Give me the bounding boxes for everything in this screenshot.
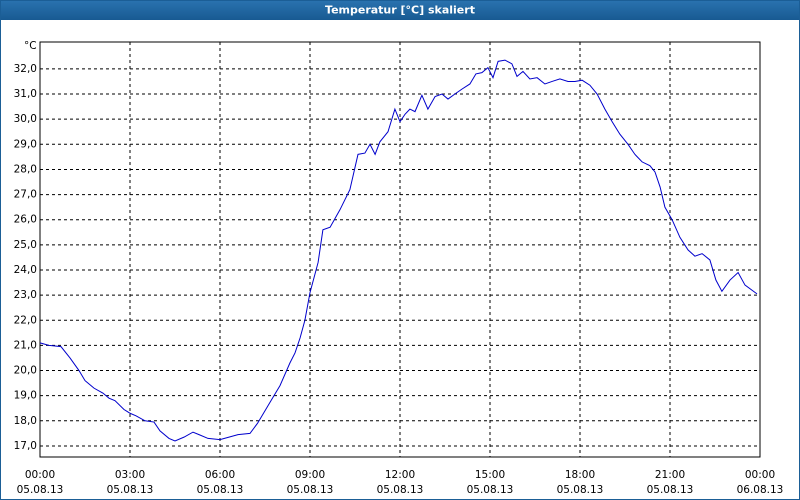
y-tick-label: 32,0 [14, 63, 37, 75]
x-tick-label: 05.08.13 [107, 484, 154, 496]
x-tick-label: 06:00 [205, 469, 235, 481]
x-tick-label: 00:00 [745, 469, 775, 481]
x-tick-label: 05.08.13 [467, 484, 514, 496]
data-line [39, 59, 758, 442]
y-tick-label: 25,0 [14, 239, 37, 251]
x-tick-label: 18:00 [565, 469, 595, 481]
y-tick-label: 19,0 [14, 390, 37, 402]
x-tick-label: 05.08.13 [377, 484, 424, 496]
y-tick-label: 21,0 [14, 339, 37, 351]
y-tick-label: 17,0 [14, 440, 37, 452]
plot-border [39, 41, 761, 458]
x-tick-label: 05.08.13 [197, 484, 244, 496]
x-tick-label: 05.08.13 [647, 484, 694, 496]
x-tick-label: 00:00 [25, 469, 55, 481]
y-tick-label: 26,0 [14, 214, 37, 226]
x-tick-label: 21:00 [655, 469, 685, 481]
y-tick-label: 27,0 [14, 189, 37, 201]
y-tick-label: 30,0 [14, 113, 37, 125]
x-tick-label: 05.08.13 [17, 484, 64, 496]
y-tick-label: 23,0 [14, 289, 37, 301]
y-tick-label: 22,0 [14, 314, 37, 326]
x-tick-label: 05.08.13 [557, 484, 604, 496]
y-tick-label: 24,0 [14, 264, 37, 276]
y-tick-label: 18,0 [14, 415, 37, 427]
chart-title: Temperatur [°C] skaliert [325, 4, 475, 17]
y-tick-label: 20,0 [14, 365, 37, 377]
y-tick-label: 28,0 [14, 163, 37, 175]
x-tick-label: 06.08.13 [737, 484, 784, 496]
y-unit-label: °C [24, 40, 37, 52]
x-tick-label: 12:00 [385, 469, 415, 481]
x-tick-label: 03:00 [115, 469, 145, 481]
y-tick-label: 31,0 [14, 88, 37, 100]
title-bar [0, 0, 800, 20]
x-tick-label: 15:00 [475, 469, 505, 481]
y-tick-label: 29,0 [14, 138, 37, 150]
x-tick-label: 05.08.13 [287, 484, 334, 496]
x-tick-label: 09:00 [295, 469, 325, 481]
